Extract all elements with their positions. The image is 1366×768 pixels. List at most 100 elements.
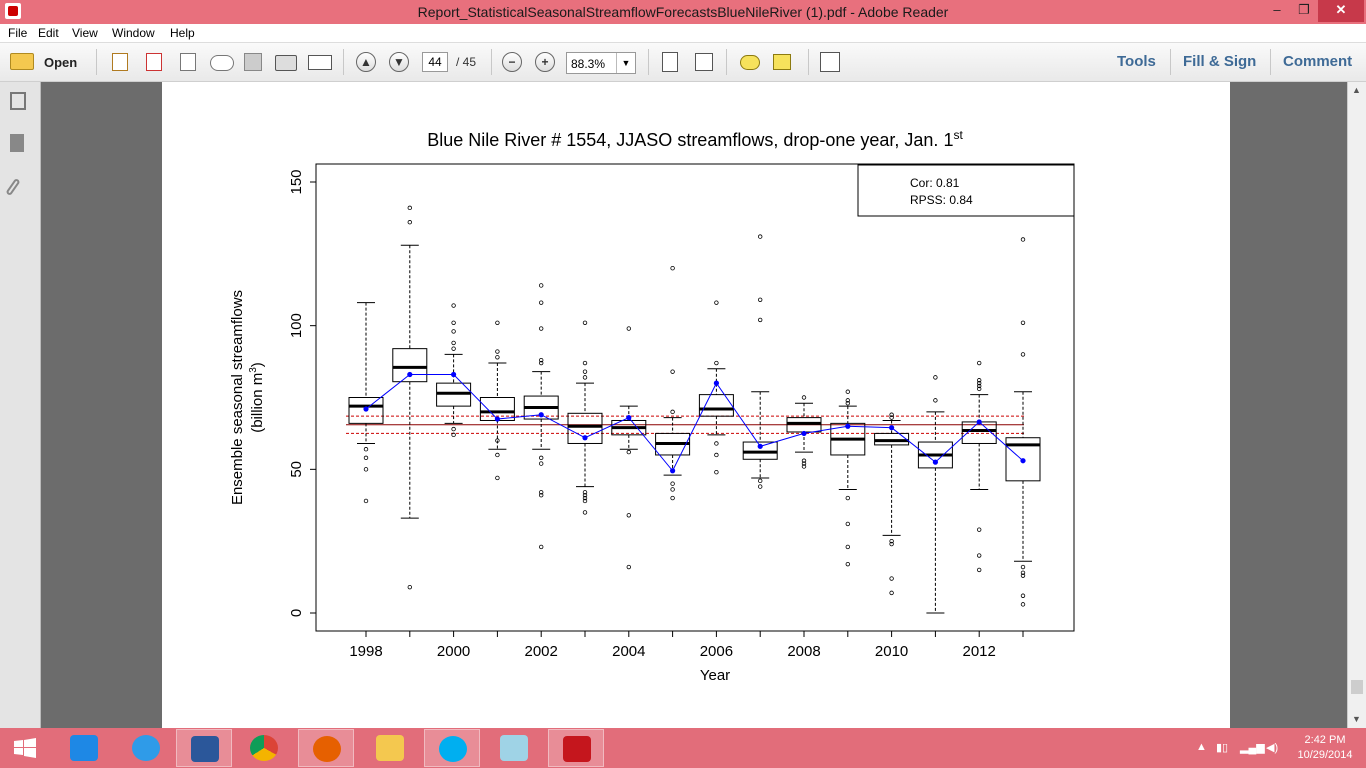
fullscreen-icon[interactable] — [820, 52, 840, 72]
tray-overflow-icon[interactable]: ▲ — [1196, 741, 1207, 753]
box-outlier — [889, 538, 894, 544]
adobe-reader-taskbar-icon[interactable] — [548, 729, 604, 767]
box-outlier — [758, 317, 763, 323]
observed-point — [757, 443, 763, 449]
battery-icon[interactable]: ▮▯ — [1216, 742, 1229, 754]
minimize-button[interactable]: – — [1273, 2, 1281, 17]
fit-page-icon[interactable] — [662, 52, 678, 72]
menu-bar: File Edit View Window Help — [0, 24, 1366, 43]
scroll-down-icon[interactable]: ▼ — [1352, 714, 1361, 724]
maximize-button[interactable]: ❐ — [1298, 2, 1310, 17]
clock-time: 2:42 PM — [1304, 734, 1346, 746]
legend-cor: Cor: 0.81 — [910, 176, 960, 190]
y-axis-label-close: ) — [249, 362, 266, 367]
scroll-up-icon[interactable]: ▲ — [1352, 85, 1361, 95]
y-tick-label: 0 — [288, 609, 305, 617]
box-outlier — [845, 401, 850, 406]
start-button[interactable] — [0, 729, 56, 767]
box-outlier — [407, 220, 412, 225]
x-tick-label: 2002 — [525, 643, 558, 660]
box-outlier — [1020, 237, 1026, 242]
print-icon[interactable] — [275, 55, 297, 71]
highlight-text-icon[interactable] — [773, 54, 791, 70]
toolbar-separator — [491, 49, 492, 75]
x-axis-label: Year — [700, 667, 730, 684]
firefox-icon[interactable] — [298, 729, 354, 767]
chrome-icon[interactable] — [236, 729, 292, 767]
file-explorer-icon[interactable] — [362, 729, 418, 767]
page-number-input[interactable]: 44 — [422, 52, 448, 72]
chart-title-sup: st — [953, 128, 963, 142]
box-outlier — [670, 265, 675, 271]
box-outlier — [495, 349, 500, 354]
box-outlier — [363, 467, 369, 472]
box-outlier — [714, 441, 719, 446]
menu-edit[interactable]: Edit — [38, 26, 59, 40]
open-button[interactable]: Open — [44, 55, 78, 70]
box-outlier — [889, 576, 894, 581]
comment-pane-button[interactable]: Comment — [1283, 53, 1353, 70]
fill-sign-pane-button[interactable]: Fill & Sign — [1183, 53, 1257, 70]
volume-icon[interactable]: ◀) — [1266, 742, 1279, 754]
skype-icon[interactable] — [424, 729, 480, 767]
email-icon[interactable] — [308, 55, 332, 70]
taskbar-app-icon[interactable] — [56, 729, 112, 767]
box-outlier — [845, 521, 850, 527]
box-outlier — [539, 461, 544, 466]
box-outlier — [451, 346, 456, 351]
clock[interactable]: 2:42 PM 10/29/2014 — [1290, 733, 1360, 763]
pdf-page: Blue Nile River # 1554, JJASO streamflow… — [162, 82, 1230, 728]
scrollbar-thumb[interactable] — [1351, 680, 1363, 694]
page-thumbnails-icon[interactable] — [10, 92, 26, 110]
network-icon[interactable]: ▂▄▆ — [1240, 742, 1265, 754]
sticky-note-icon[interactable] — [740, 55, 760, 70]
box-outlier — [1020, 593, 1026, 598]
box-outlier — [582, 495, 588, 501]
chevron-down-icon[interactable]: ▼ — [616, 53, 635, 73]
box-outlier — [495, 320, 500, 325]
box-outlier — [889, 541, 894, 547]
box-outlier — [582, 360, 588, 366]
internet-explorer-icon[interactable] — [118, 729, 174, 767]
edit-pdf-icon[interactable] — [180, 53, 196, 71]
box-outlier — [714, 470, 719, 475]
fit-width-icon[interactable] — [695, 53, 713, 71]
previous-page-icon[interactable]: ▲ — [356, 52, 376, 72]
next-page-icon[interactable]: ▼ — [389, 52, 409, 72]
word-icon[interactable] — [176, 729, 232, 767]
box-outlier — [977, 378, 982, 383]
zoom-out-icon[interactable]: − — [502, 52, 522, 72]
taskbar-app-icon[interactable] — [486, 729, 542, 767]
menu-window[interactable]: Window — [112, 26, 155, 40]
tools-pane-button[interactable]: Tools — [1117, 53, 1156, 70]
box-body — [698, 394, 734, 417]
x-tick-label: 1998 — [349, 643, 382, 660]
export-pdf-icon[interactable] — [146, 53, 162, 71]
zoom-select[interactable]: 88.3% ▼ — [566, 52, 636, 74]
adobe-reader-icon[interactable] — [5, 3, 21, 19]
box-outlier — [977, 386, 982, 392]
box-outlier — [845, 398, 850, 403]
create-pdf-icon[interactable] — [112, 53, 128, 71]
plot-frame — [315, 163, 1075, 632]
menu-help[interactable]: Help — [170, 26, 195, 40]
box-outlier — [758, 234, 763, 239]
menu-file[interactable]: File — [8, 26, 28, 40]
box-outlier — [977, 527, 982, 532]
cloud-upload-icon[interactable] — [210, 55, 234, 71]
box-outlier — [670, 369, 675, 374]
menu-view[interactable]: View — [72, 26, 98, 40]
vertical-scrollbar[interactable]: ▲ ▼ — [1347, 82, 1366, 728]
attachments-icon[interactable] — [5, 177, 21, 197]
open-folder-icon[interactable] — [10, 53, 34, 70]
bookmarks-icon[interactable] — [10, 134, 24, 152]
box-outlier — [933, 375, 938, 380]
toolbar-separator — [343, 49, 344, 75]
box-outlier — [539, 455, 544, 461]
zoom-in-icon[interactable]: + — [535, 52, 555, 72]
close-button[interactable]: ✕ — [1318, 0, 1364, 22]
observed-point — [1020, 458, 1026, 464]
windows-taskbar: ▲ ▮▯ ▂▄▆ ◀) 2:42 PM 10/29/2014 — [0, 728, 1366, 768]
box-outlier — [889, 590, 894, 596]
save-icon[interactable] — [244, 53, 262, 71]
